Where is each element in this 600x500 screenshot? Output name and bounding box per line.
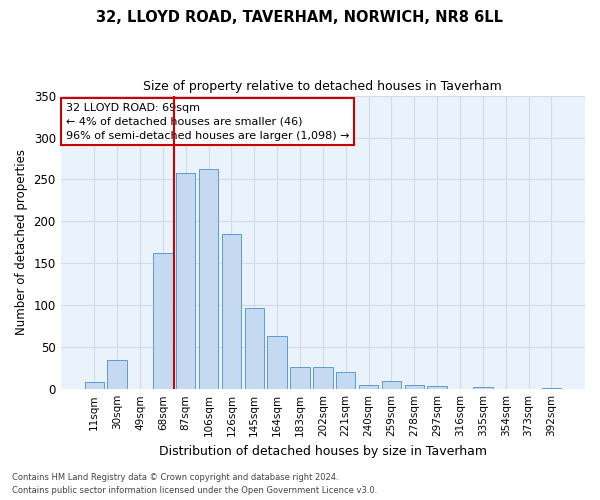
Bar (336, 372, 355, 389)
Bar (382, 381, 401, 389)
Bar (107, 360, 127, 389)
Text: Contains HM Land Registry data © Crown copyright and database right 2024.
Contai: Contains HM Land Registry data © Crown c… (12, 474, 377, 495)
Bar (176, 172, 196, 389)
X-axis label: Distribution of detached houses by size in Taverham: Distribution of detached houses by size … (159, 444, 487, 458)
Bar (313, 366, 332, 389)
Text: 32, LLOYD ROAD, TAVERHAM, NORWICH, NR8 6LL: 32, LLOYD ROAD, TAVERHAM, NORWICH, NR8 6… (97, 10, 503, 25)
Bar (427, 386, 447, 389)
Bar (542, 388, 561, 389)
Bar (153, 254, 173, 389)
Text: 32 LLOYD ROAD: 69sqm
← 4% of detached houses are smaller (46)
96% of semi-detach: 32 LLOYD ROAD: 69sqm ← 4% of detached ho… (66, 103, 349, 141)
Title: Size of property relative to detached houses in Taverham: Size of property relative to detached ho… (143, 80, 502, 93)
Bar (473, 386, 493, 389)
Bar (404, 385, 424, 389)
Bar (199, 168, 218, 389)
Bar (290, 366, 310, 389)
Bar (85, 382, 104, 389)
Y-axis label: Number of detached properties: Number of detached properties (15, 150, 28, 336)
Bar (268, 336, 287, 389)
Bar (221, 234, 241, 389)
Bar (245, 308, 264, 389)
Bar (359, 385, 378, 389)
